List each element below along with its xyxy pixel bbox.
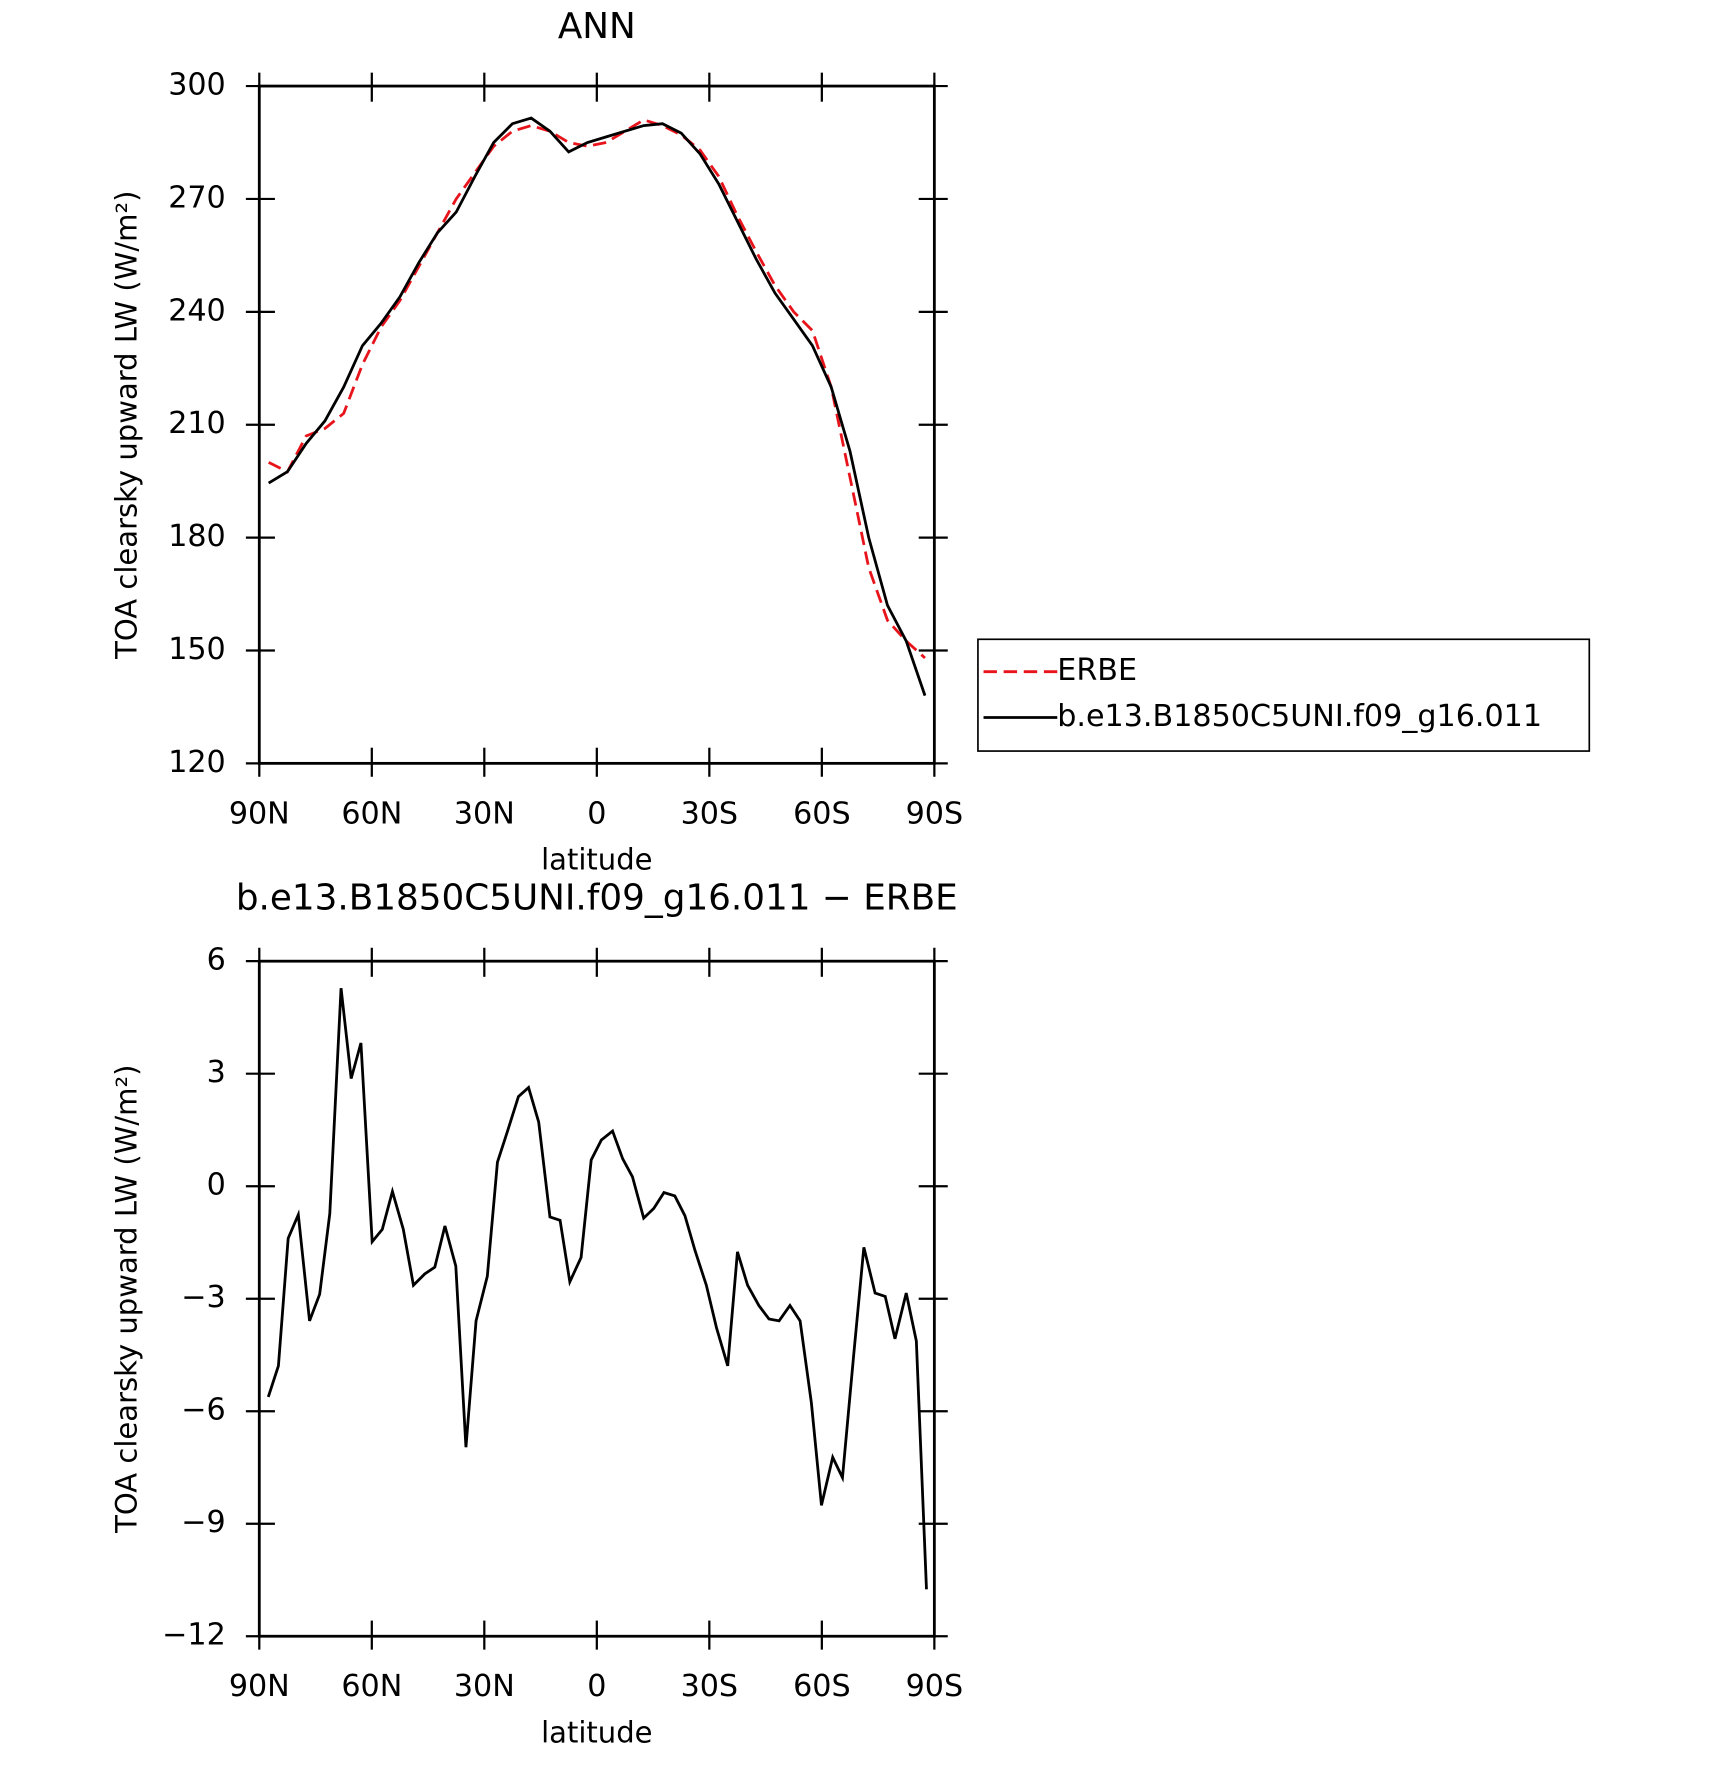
y-tick-label: 240 [168, 293, 226, 328]
x-tick-label: 30N [454, 796, 515, 831]
x-tick-label: 90N [229, 796, 290, 831]
x-tick-label: 60N [341, 796, 402, 831]
legend-label: b.e13.B1850C5UNI.f09_g16.011 [1057, 699, 1542, 734]
y-tick-label: 150 [168, 632, 226, 667]
x-tick-label: 90S [906, 1669, 964, 1704]
y-tick-label: 0 [207, 1168, 226, 1203]
chart-title: b.e13.B1850C5UNI.f09_g16.011 − ERBE [236, 878, 958, 919]
x-axis-label: latitude [541, 843, 652, 877]
x-tick-label: 60S [793, 1669, 851, 1704]
y-tick-label: −3 [181, 1280, 225, 1315]
data-line [266, 988, 928, 1590]
plot-frame [257, 84, 936, 765]
y-tick-label: −6 [181, 1393, 225, 1428]
y-tick-label: 210 [168, 406, 226, 441]
x-tick-label: 30S [681, 796, 739, 831]
data-line [267, 116, 927, 697]
y-tick-label: 300 [168, 68, 226, 103]
legend-box [977, 638, 1591, 752]
x-tick-label: 90S [906, 796, 964, 831]
legend: ERBE b.e13.B1850C5UNI.f09_g16.011 [977, 638, 1591, 752]
chart-title: ANN [558, 6, 636, 47]
x-tick-label: 0 [587, 1669, 606, 1704]
x-tick-label: 30S [681, 1669, 739, 1704]
x-tick-label: 0 [587, 796, 606, 831]
y-axis-label: TOA clearsky upward LW (W/m²) [110, 191, 144, 660]
plot-frame [257, 959, 936, 1638]
x-tick-label: 30N [454, 1669, 515, 1704]
y-tick-label: 180 [168, 519, 226, 554]
y-tick-label: −9 [181, 1505, 225, 1540]
y-tick-label: 3 [207, 1055, 226, 1090]
x-tick-label: 90N [229, 1669, 290, 1704]
y-tick-label: 6 [207, 943, 226, 978]
legend-label: ERBE [1057, 653, 1137, 688]
x-axis-label: latitude [541, 1716, 652, 1750]
x-tick-label: 60N [341, 1669, 402, 1704]
y-tick-label: 270 [168, 180, 226, 215]
y-tick-label: −12 [162, 1618, 226, 1653]
y-tick-label: 120 [168, 745, 226, 780]
x-tick-label: 60S [793, 796, 851, 831]
y-axis-label: TOA clearsky upward LW (W/m²) [110, 1065, 144, 1534]
data-line [268, 118, 926, 660]
